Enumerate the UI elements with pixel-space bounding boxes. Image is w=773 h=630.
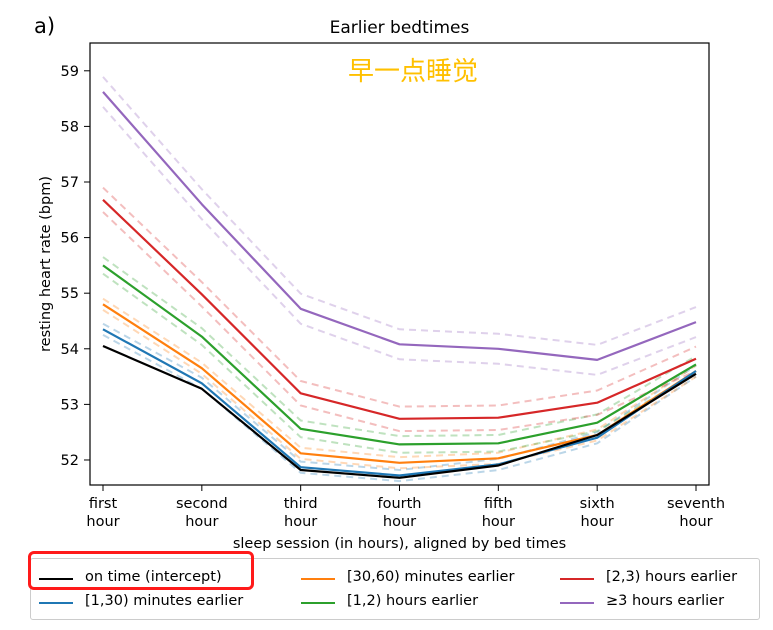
x-tick-label-1-line1: second <box>176 496 228 512</box>
series-line-3 <box>102 264 697 446</box>
x-tick-label-3-line2: hour <box>383 514 416 530</box>
series-3-ci-lower <box>102 272 697 454</box>
plot-frame <box>89 42 710 486</box>
series-3-ci-upper <box>102 256 697 438</box>
y-tick-label-56: 56 <box>61 231 79 247</box>
legend-label: [1,30) minutes earlier <box>85 593 244 609</box>
x-tick-label-4-line1: fifth <box>484 496 513 512</box>
series-line-4 <box>102 199 697 420</box>
x-tick-label-6-line2: hour <box>679 514 712 530</box>
x-tick-label-3-line1: fourth <box>377 496 421 512</box>
y-tick-label-53: 53 <box>61 397 79 413</box>
y-tick-label-54: 54 <box>61 342 79 358</box>
series-4-ci-upper <box>102 186 697 408</box>
legend-label: [2,3) hours earlier <box>606 569 738 585</box>
chart-annotation: 早一点睡觉 <box>348 57 478 87</box>
y-tick-label-55: 55 <box>61 286 79 302</box>
series-4-ci-lower <box>102 211 697 433</box>
legend-swatch <box>301 602 335 604</box>
y-tick-label-57: 57 <box>61 175 79 191</box>
legend-swatch <box>39 578 73 580</box>
x-tick-label-5-line2: hour <box>581 514 614 530</box>
y-tick-label-58: 58 <box>61 119 79 135</box>
chart-title: Earlier bedtimes <box>330 18 470 38</box>
legend-swatch <box>301 578 335 580</box>
legend-label: [1,2) hours earlier <box>347 593 479 609</box>
x-tick-label-0-line1: first <box>89 496 118 512</box>
y-tick-label-52: 52 <box>61 453 79 469</box>
legend: on time (intercept) [30,60) minutes earli… <box>30 558 760 620</box>
highlight-box <box>28 551 254 590</box>
x-tick-label-4-line2: hour <box>482 514 515 530</box>
legend-swatch <box>560 602 594 604</box>
legend-label: ≥3 hours earlier <box>606 593 725 609</box>
x-tick-label-2-line2: hour <box>284 514 317 530</box>
series-line-5 <box>102 91 697 361</box>
series-5-ci-upper <box>102 76 697 346</box>
y-tick-label-59: 59 <box>61 64 79 80</box>
y-axis-label: resting heart rate (bpm) <box>38 176 54 352</box>
x-axis-label: sleep session (in hours), aligned by bed… <box>233 536 566 552</box>
series-1-ci-upper <box>102 322 697 472</box>
legend-swatch <box>560 578 594 580</box>
legend-label: [30,60) minutes earlier <box>347 569 515 585</box>
x-tick-label-6-line1: seventh <box>667 496 725 512</box>
series-5-ci-lower <box>102 106 697 376</box>
x-tick-label-5-line1: sixth <box>580 496 615 512</box>
legend-swatch <box>39 602 73 604</box>
series-line-1 <box>102 328 697 477</box>
x-tick-label-2-line1: third <box>284 496 318 512</box>
x-tick-label-1-line2: hour <box>185 514 218 530</box>
x-tick-label-0-line2: hour <box>86 514 119 530</box>
series-line-0 <box>102 344 697 479</box>
legend-label: on time (intercept) <box>85 569 222 585</box>
panel-label: a) <box>34 14 56 38</box>
